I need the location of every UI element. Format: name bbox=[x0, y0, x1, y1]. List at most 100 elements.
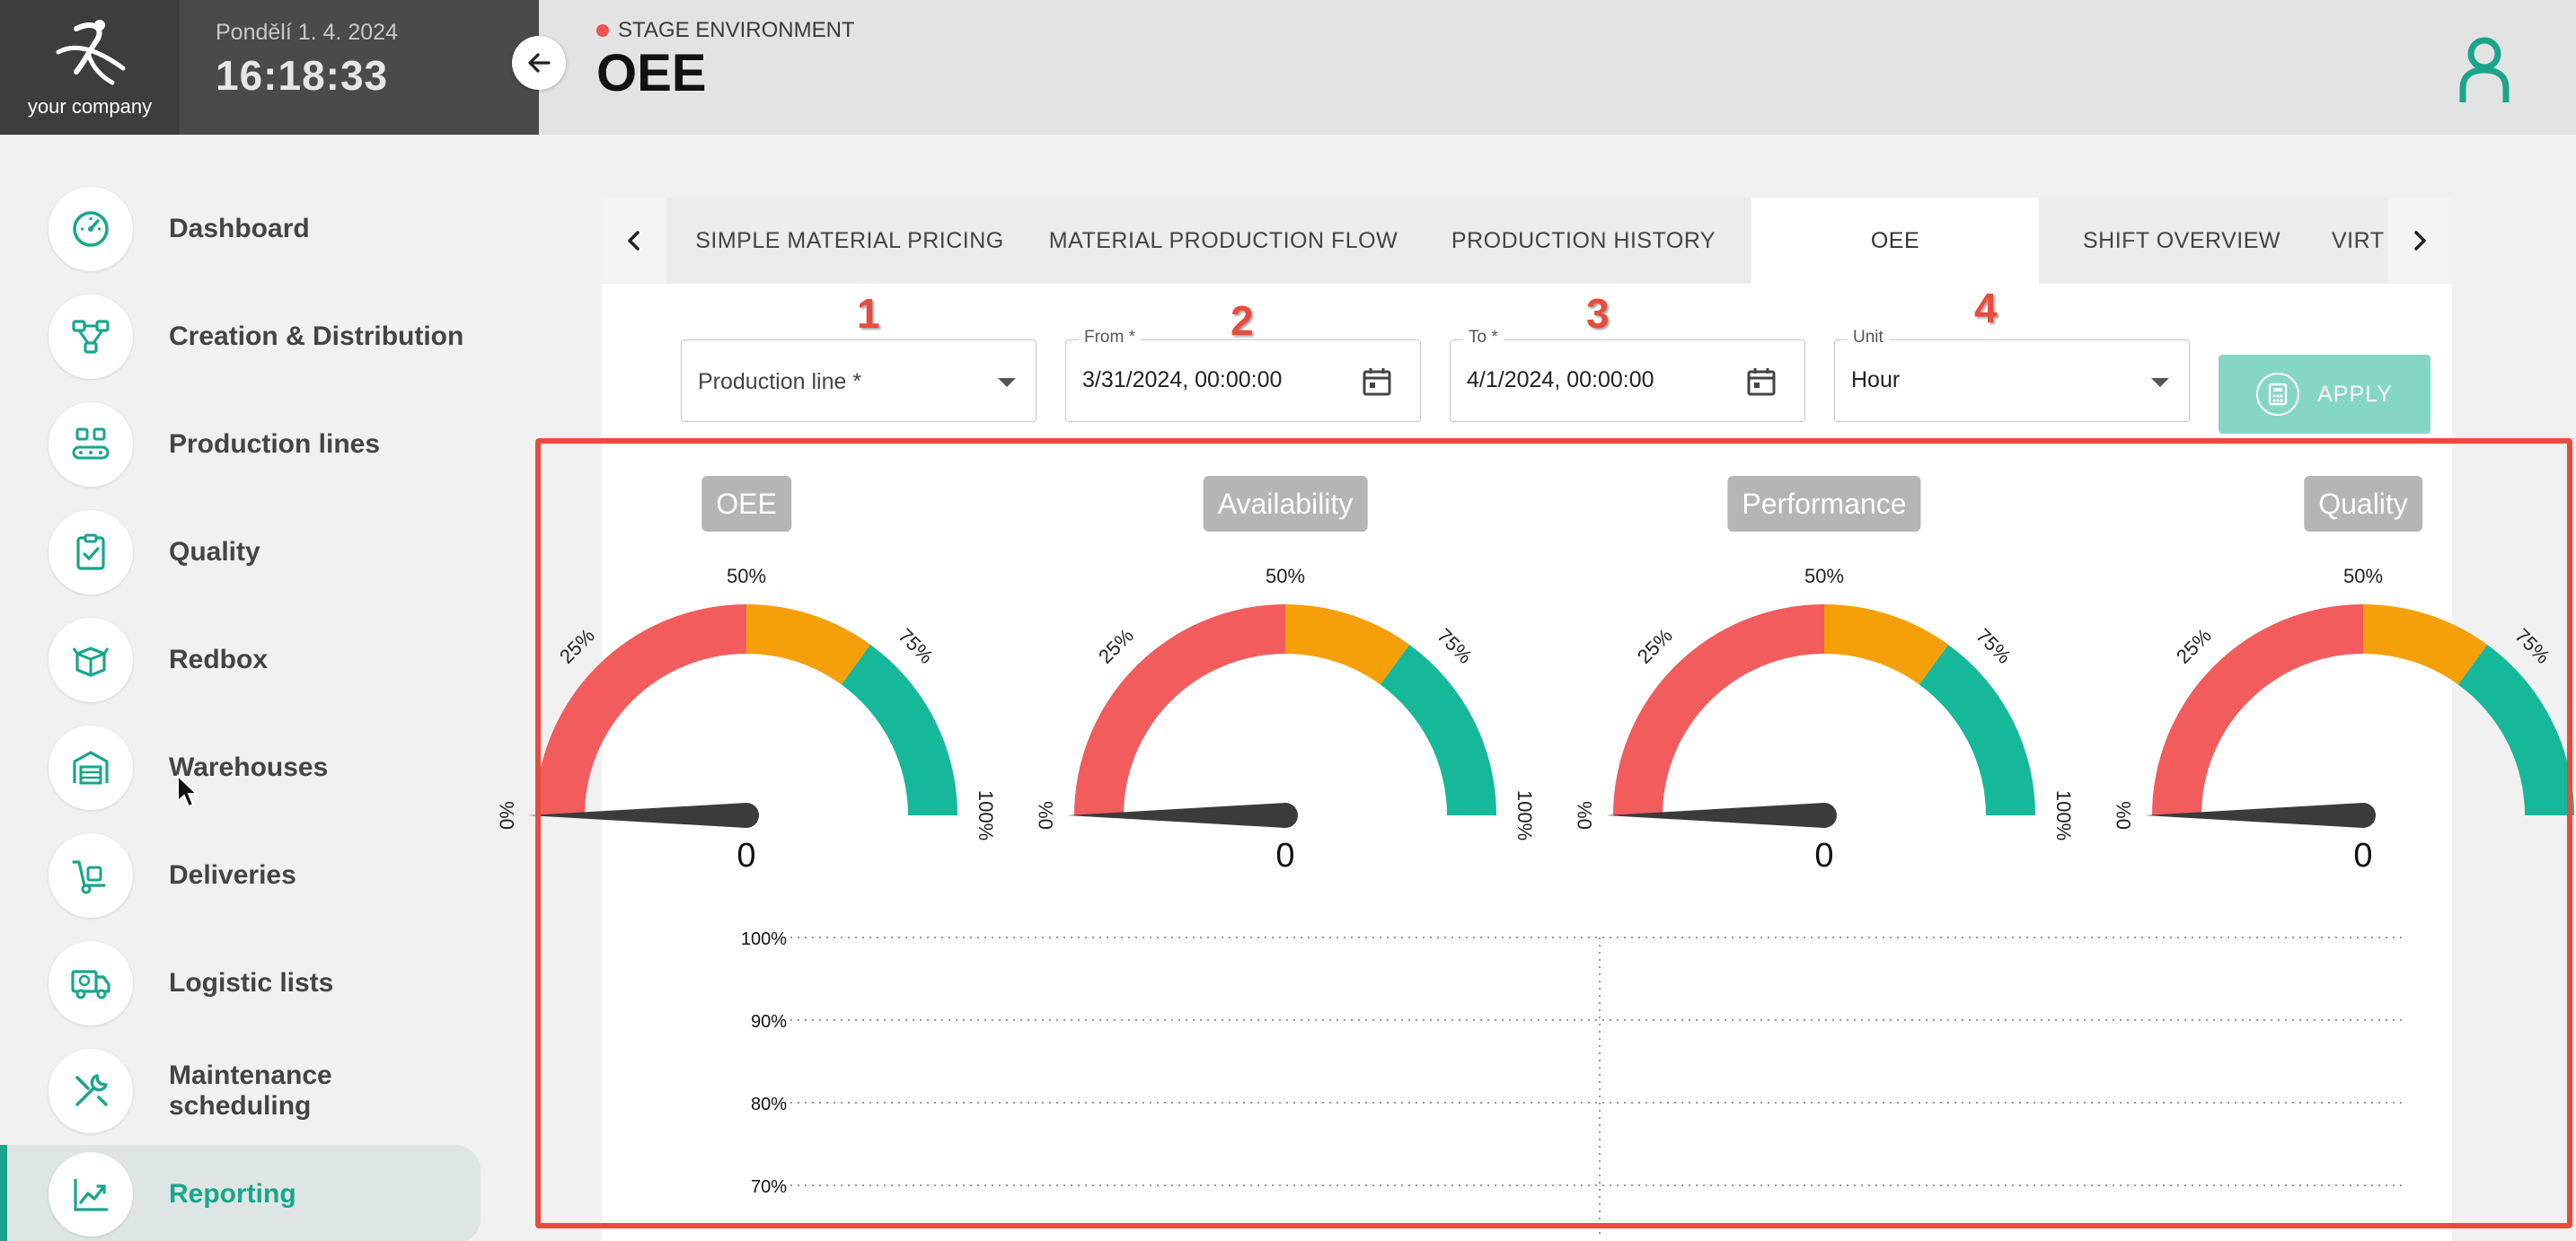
gauge-performance-tick-label: 0% bbox=[1574, 801, 1596, 830]
calendar-icon[interactable] bbox=[1745, 365, 1778, 398]
sidebar-item-label: Production lines bbox=[169, 429, 381, 459]
environment-dot bbox=[596, 24, 609, 37]
gauge-quality-value: 0 bbox=[2353, 837, 2373, 875]
tab-virtual[interactable]: VIRTUA bbox=[2332, 227, 2386, 253]
calendar-icon[interactable] bbox=[1361, 365, 1393, 398]
gauge-icon bbox=[49, 187, 133, 271]
gauge-performance-title: Performance bbox=[1727, 476, 1921, 532]
gauge-performance-band-mid bbox=[1824, 604, 1949, 685]
step-marker-3: 3 bbox=[1586, 290, 1610, 337]
mouse-cursor-icon bbox=[177, 774, 199, 808]
apply-label: APPLY bbox=[2317, 381, 2393, 407]
sidebar-item-logistic-lists[interactable]: Logistic lists bbox=[0, 934, 481, 1033]
gauge-quality-band-mid bbox=[2363, 604, 2488, 685]
truck-icon bbox=[49, 941, 133, 1025]
tab-scroll-left-button[interactable] bbox=[602, 198, 666, 284]
step-marker-4: 4 bbox=[1974, 285, 1998, 331]
company-logo: your company bbox=[0, 0, 180, 135]
gauge-availability-band-mid bbox=[1285, 604, 1410, 685]
sidebar-item-quality[interactable]: Quality bbox=[0, 503, 481, 602]
step-marker-2: 2 bbox=[1231, 297, 1254, 344]
sidebar-item-deliveries[interactable]: Deliveries bbox=[0, 826, 481, 925]
calculator-icon bbox=[2256, 373, 2300, 416]
apply-button[interactable]: APPLY bbox=[2219, 355, 2430, 434]
hand-truck-icon bbox=[49, 833, 133, 918]
gauge-quality-tick-label: 75% bbox=[2510, 624, 2554, 668]
box-icon bbox=[49, 618, 133, 702]
conveyor-icon bbox=[49, 402, 133, 487]
clock-date: Pondělí 1. 4. 2024 bbox=[216, 20, 398, 45]
gauge-oee-tick-label: 75% bbox=[894, 624, 938, 668]
gauge-availability-tick-label: 75% bbox=[1433, 624, 1477, 668]
chevron-right-icon bbox=[2414, 231, 2426, 251]
tab-bar: SIMPLE MATERIAL PRICING MATERIAL PRODUCT… bbox=[602, 198, 2452, 284]
sidebar-item-reporting[interactable]: Reporting bbox=[0, 1145, 481, 1241]
from-date-field[interactable]: From * 3/31/2024, 00:00:00 bbox=[1065, 328, 1421, 422]
to-date-field[interactable]: To * 4/1/2024, 00:00:00 bbox=[1450, 328, 1805, 422]
chart-icon bbox=[49, 1152, 133, 1237]
production-line-placeholder: Production line * bbox=[698, 369, 862, 394]
gauge-oee-band-low bbox=[535, 604, 746, 815]
step-marker-1: 1 bbox=[857, 290, 880, 337]
environment-indicator: STAGE ENVIRONMENT bbox=[596, 18, 855, 43]
gauge-oee-tick-label: 25% bbox=[555, 624, 599, 668]
sidebar-item-label: Deliveries bbox=[169, 860, 296, 890]
gauge-oee-tick-label: 50% bbox=[727, 565, 766, 587]
clipboard-check-icon bbox=[49, 510, 133, 594]
sidebar-item-maintenance-scheduling[interactable]: Maintenance scheduling bbox=[0, 1042, 481, 1140]
logo-mark bbox=[56, 20, 126, 85]
gauge-oee-tick-label: 0% bbox=[496, 801, 518, 830]
gauge-oee-band-mid bbox=[746, 604, 871, 685]
gauge-oee-needle bbox=[528, 803, 759, 828]
clock: Pondělí 1. 4. 2024 16:18:33 bbox=[180, 0, 539, 135]
gauge-oee-tick-label: 100% bbox=[975, 790, 997, 841]
flow-icon bbox=[49, 295, 133, 379]
chart-y-tick-label: 100% bbox=[741, 929, 787, 949]
tabs: SIMPLE MATERIAL PRICING MATERIAL PRODUCT… bbox=[668, 198, 2386, 284]
gauge-availability-tick-label: 25% bbox=[1094, 624, 1138, 668]
tab-simple-material-pricing[interactable]: SIMPLE MATERIAL PRICING bbox=[695, 227, 1004, 253]
sidebar-item-redbox[interactable]: Redbox bbox=[0, 611, 481, 709]
chevron-down-icon bbox=[2151, 378, 2169, 387]
from-date-value: 3/31/2024, 00:00:00 bbox=[1082, 367, 1283, 392]
page-title: OEE bbox=[596, 44, 707, 102]
to-date-label: To * bbox=[1463, 328, 1504, 348]
user-icon[interactable] bbox=[2448, 32, 2520, 104]
gauge-quality-band-high bbox=[2457, 644, 2574, 815]
clock-time: 16:18:33 bbox=[216, 52, 389, 99]
production-line-select[interactable]: Production line * bbox=[681, 339, 1037, 422]
sidebar-item-warehouses[interactable]: Warehouses bbox=[0, 718, 481, 817]
gauge-quality-tick-label: 25% bbox=[2172, 624, 2216, 668]
gauge-oee-value: 0 bbox=[737, 837, 756, 875]
gauge-availability-band-high bbox=[1380, 644, 1496, 815]
gauge-quality-needle bbox=[2145, 803, 2376, 828]
sidebar-item-label: Reporting bbox=[169, 1179, 296, 1209]
chart-y-tick-label: 90% bbox=[751, 1012, 787, 1032]
sidebar-item-label: Creation & Distribution bbox=[169, 321, 464, 351]
sidebar-item-creation-distribution[interactable]: Creation & Distribution bbox=[0, 287, 481, 386]
chart-y-tick-label: 70% bbox=[751, 1177, 787, 1197]
tab-oee[interactable]: OEE bbox=[1751, 198, 2039, 284]
chevron-left-icon bbox=[628, 231, 640, 251]
gauge-performance-band-low bbox=[1613, 604, 1824, 815]
collapse-sidebar-button[interactable] bbox=[512, 36, 566, 90]
sidebar-item-dashboard[interactable]: Dashboard bbox=[0, 180, 481, 278]
company-name: your company bbox=[27, 95, 153, 118]
gauge-availability-tick-label: 0% bbox=[1035, 801, 1057, 830]
gauge-oee-title: OEE bbox=[701, 476, 791, 532]
from-date-label: From * bbox=[1079, 328, 1141, 348]
sidebar-item-label: Maintenance scheduling bbox=[169, 1061, 332, 1121]
tab-material-production-flow[interactable]: MATERIAL PRODUCTION FLOW bbox=[1048, 227, 1398, 253]
chart-y-tick-label: 80% bbox=[751, 1095, 787, 1114]
tab-shift-overview[interactable]: SHIFT OVERVIEW bbox=[2082, 227, 2280, 253]
unit-select[interactable]: Unit Hour bbox=[1834, 328, 2190, 422]
tab-production-history[interactable]: PRODUCTION HISTORY bbox=[1451, 227, 1716, 253]
arrow-left-icon bbox=[528, 53, 551, 73]
warehouse-icon bbox=[49, 726, 133, 810]
header: STAGE ENVIRONMENT OEE bbox=[539, 0, 2576, 135]
gauge-performance-tick-label: 25% bbox=[1633, 624, 1677, 668]
sidebar-item-label: Quality bbox=[169, 537, 260, 567]
sidebar-item-production-lines[interactable]: Production lines bbox=[0, 395, 481, 494]
tab-scroll-right-button[interactable] bbox=[2387, 198, 2452, 284]
